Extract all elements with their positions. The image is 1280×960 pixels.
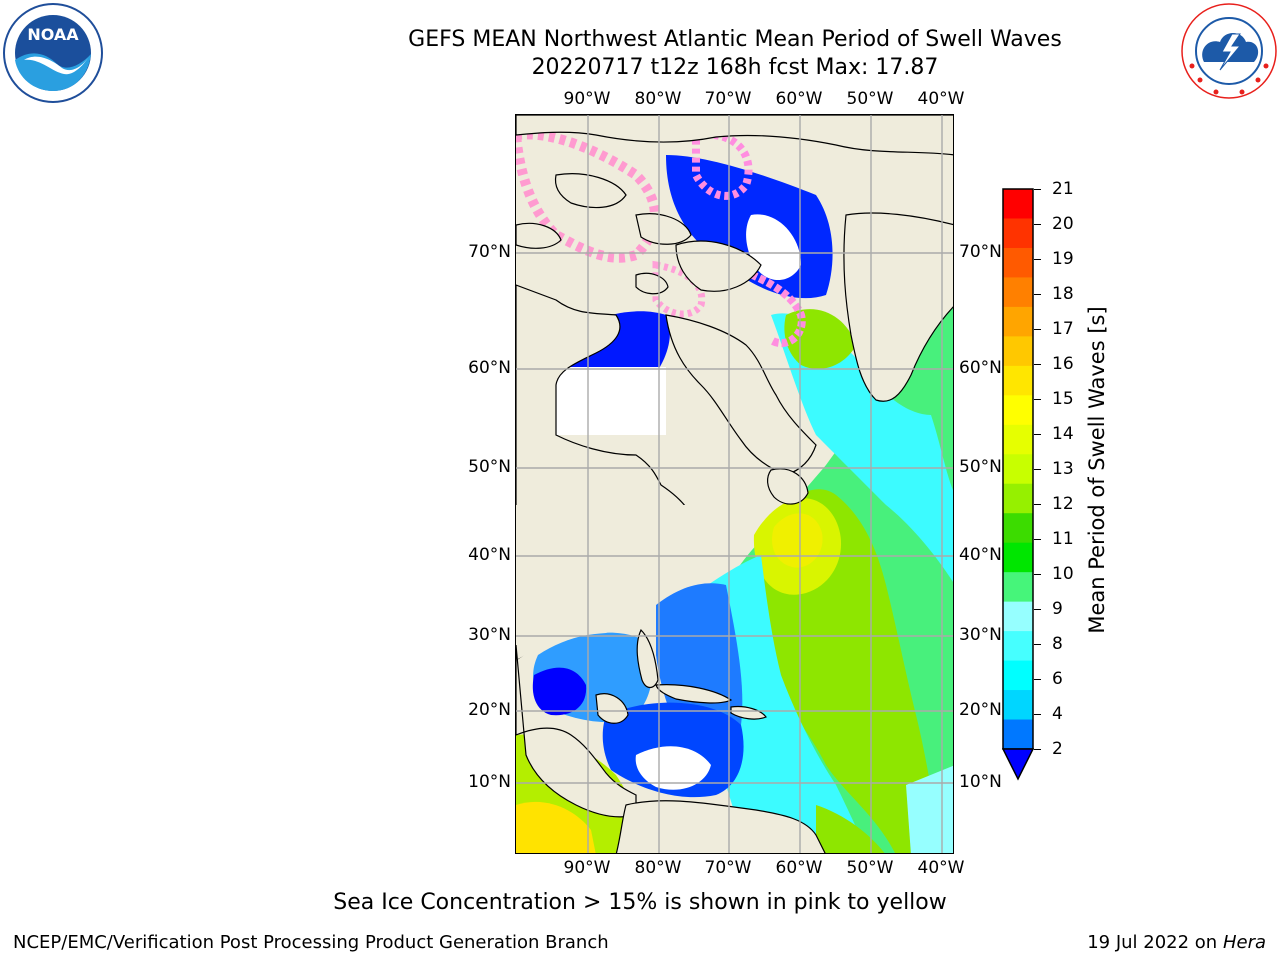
colorbar-segment xyxy=(1003,247,1033,278)
colorbar-tick-mark xyxy=(1034,538,1041,540)
colorbar-tick-label: 4 xyxy=(1052,704,1063,724)
lat-label-right: 50°N xyxy=(959,457,1002,477)
colorbar-segment xyxy=(1003,454,1033,485)
colorbar-tick-mark xyxy=(1034,223,1041,225)
colorbar-tick-label: 18 xyxy=(1052,284,1074,304)
lat-label-left: 70°N xyxy=(468,242,511,262)
colorbar-tick-label: 10 xyxy=(1052,564,1074,584)
lat-label-right: 20°N xyxy=(959,700,1002,720)
colorbar-tick-mark xyxy=(1034,678,1041,680)
lat-label-right: 40°N xyxy=(959,545,1002,565)
colorbar-segment xyxy=(1003,719,1033,750)
lon-label-bottom: 60°W xyxy=(775,858,823,878)
lat-label-left: 30°N xyxy=(468,625,511,645)
page-title: GEFS MEAN Northwest Atlantic Mean Period… xyxy=(408,27,1062,52)
colorbar-extend-arrow xyxy=(1001,748,1035,781)
colorbar-tick-label: 13 xyxy=(1052,459,1074,479)
sea-ice-note: Sea Ice Concentration > 15% is shown in … xyxy=(333,890,947,915)
colorbar-segment xyxy=(1003,336,1033,367)
page-subtitle: 20220717 t12z 168h fcst Max: 17.87 xyxy=(531,55,939,80)
colorbar-tick-label: 11 xyxy=(1052,529,1074,549)
nws-logo xyxy=(1178,0,1280,102)
ocean-field xyxy=(516,129,953,853)
colorbar-bar xyxy=(1001,188,1035,781)
colorbar-tick-label: 20 xyxy=(1052,214,1074,234)
colorbar-segment xyxy=(1003,218,1033,249)
lon-label-bottom: 90°W xyxy=(563,858,611,878)
lat-label-right: 30°N xyxy=(959,625,1002,645)
colorbar-tick-mark xyxy=(1034,573,1041,575)
swell-period-map xyxy=(516,115,953,853)
colorbar-tick-mark xyxy=(1034,748,1041,750)
colorbar-segment xyxy=(1003,601,1033,632)
lat-label-left: 60°N xyxy=(468,358,511,378)
colorbar-tick-mark xyxy=(1034,398,1041,400)
colorbar-segment xyxy=(1003,306,1033,337)
colorbar-tick-mark xyxy=(1034,188,1041,190)
colorbar-tick-mark xyxy=(1034,503,1041,505)
colorbar-tick-mark xyxy=(1034,328,1041,330)
colorbar-segment xyxy=(1003,365,1033,396)
footer-host: Hera xyxy=(1222,932,1266,953)
colorbar-segment xyxy=(1003,513,1033,544)
colorbar-tick-mark xyxy=(1034,713,1041,715)
lon-label-bottom: 80°W xyxy=(634,858,682,878)
colorbar-segment xyxy=(1003,483,1033,514)
colorbar-tick-mark xyxy=(1034,293,1041,295)
colorbar-tick-label: 19 xyxy=(1052,249,1074,269)
colorbar-tick-label: 14 xyxy=(1052,424,1074,444)
lon-label-bottom: 70°W xyxy=(704,858,752,878)
colorbar-segment xyxy=(1003,572,1033,603)
colorbar-tick-mark xyxy=(1034,468,1041,470)
lon-label-top: 90°W xyxy=(563,89,611,109)
colorbar-tick-mark xyxy=(1034,363,1041,365)
lat-label-right: 10°N xyxy=(959,772,1002,792)
colorbar-tick-label: 2 xyxy=(1052,739,1063,759)
lat-label-right: 70°N xyxy=(959,242,1002,262)
colorbar-tick-label: 17 xyxy=(1052,319,1074,339)
colorbar-tick-label: 12 xyxy=(1052,494,1074,514)
lat-label-left: 10°N xyxy=(468,772,511,792)
graticule xyxy=(516,115,953,853)
lat-label-left: 40°N xyxy=(468,545,511,565)
colorbar-tick-mark xyxy=(1034,433,1041,435)
lon-label-top: 50°W xyxy=(846,89,894,109)
map-panel xyxy=(515,114,954,854)
colorbar-tick-mark xyxy=(1034,608,1041,610)
colorbar-segment xyxy=(1003,690,1033,721)
noaa-logo: NOAA xyxy=(2,2,104,104)
lat-label-left: 50°N xyxy=(468,457,511,477)
colorbar-segment xyxy=(1003,277,1033,308)
lat-label-right: 60°N xyxy=(959,358,1002,378)
lon-label-top: 80°W xyxy=(634,89,682,109)
colorbar-segment xyxy=(1003,395,1033,426)
footer-credit: NCEP/EMC/Verification Post Processing Pr… xyxy=(13,932,609,953)
lon-label-bottom: 50°W xyxy=(846,858,894,878)
lat-label-left: 20°N xyxy=(468,700,511,720)
colorbar-tick-mark xyxy=(1034,643,1041,645)
lon-label-top: 60°W xyxy=(775,89,823,109)
colorbar-label: Mean Period of Swell Waves [s] xyxy=(1085,306,1109,634)
colorbar-tick-label: 16 xyxy=(1052,354,1074,374)
lon-label-top: 40°W xyxy=(917,89,965,109)
colorbar-segment xyxy=(1003,660,1033,691)
lon-label-bottom: 40°W xyxy=(917,858,965,878)
colorbar xyxy=(1001,188,1035,783)
colorbar-tick-label: 9 xyxy=(1052,599,1063,619)
colorbar-tick-label: 8 xyxy=(1052,634,1063,654)
lon-label-top: 70°W xyxy=(704,89,752,109)
footer-date: 19 Jul 2022 on Hera xyxy=(1087,932,1266,953)
colorbar-tick-mark xyxy=(1034,258,1041,260)
colorbar-tick-label: 15 xyxy=(1052,389,1074,409)
colorbar-tick-label: 6 xyxy=(1052,669,1063,689)
colorbar-segment xyxy=(1003,542,1033,573)
colorbar-tick-label: 21 xyxy=(1052,179,1074,199)
colorbar-segment xyxy=(1003,631,1033,662)
colorbar-segment xyxy=(1003,189,1033,219)
noaa-logo-text: NOAA xyxy=(27,25,79,44)
colorbar-segment xyxy=(1003,424,1033,455)
footer-date-text: 19 Jul 2022 on xyxy=(1087,932,1223,953)
